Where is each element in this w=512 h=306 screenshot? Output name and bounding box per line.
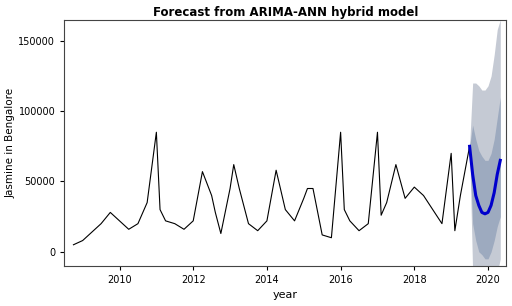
Y-axis label: Jasmine in Bengalore: Jasmine in Bengalore xyxy=(6,88,15,198)
Title: Forecast from ARIMA-ANN hybrid model: Forecast from ARIMA-ANN hybrid model xyxy=(153,6,418,19)
X-axis label: year: year xyxy=(273,290,298,300)
